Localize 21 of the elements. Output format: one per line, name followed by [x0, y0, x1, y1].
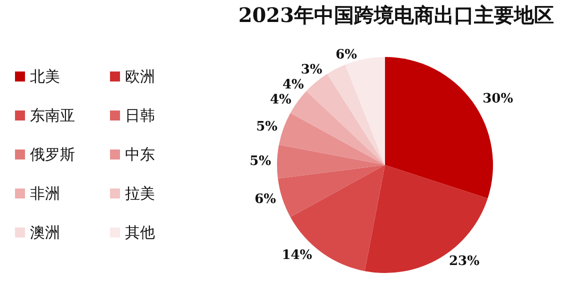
legend-label: 其他: [125, 224, 155, 242]
chart-title: 2023年中国跨境电商出口主要地区: [238, 3, 554, 27]
legend-label: 欧洲: [125, 68, 155, 86]
legend-label: 拉美: [125, 184, 155, 202]
legend-label: 俄罗斯: [30, 146, 75, 164]
data-label: 4%: [270, 92, 292, 108]
data-label: 23%: [449, 254, 480, 269]
data-label: 5%: [256, 120, 278, 135]
legend-label: 东南亚: [30, 106, 75, 124]
legend-label: 中东: [125, 146, 155, 164]
data-label: 6%: [336, 47, 358, 62]
data-label: 4%: [282, 77, 304, 92]
data-label: 3%: [300, 62, 323, 78]
legend-label: 北美: [30, 68, 60, 86]
legend-label: 澳洲: [30, 224, 60, 242]
legend-label: 日韩: [125, 106, 155, 124]
data-label: 30%: [482, 92, 514, 107]
legend-label: 非洲: [30, 184, 60, 202]
data-label: 5%: [250, 154, 272, 169]
data-label: 6%: [254, 192, 277, 208]
data-label: 14%: [282, 248, 313, 264]
